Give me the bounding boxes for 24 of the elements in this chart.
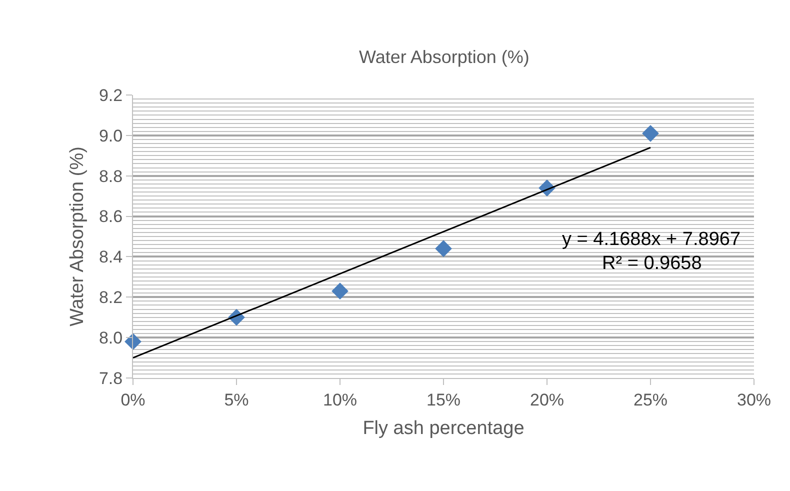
y-tick-label: 8.8	[98, 166, 123, 186]
x-tick-label: 0%	[120, 390, 146, 410]
chart-title: Water Absorption (%)	[359, 47, 530, 67]
x-tick-label: 25%	[633, 390, 668, 410]
x-tick-label: 30%	[736, 390, 772, 410]
x-tick-label: 5%	[224, 390, 249, 410]
y-tick-label: 8.6	[98, 207, 123, 226]
y-tick-label: 8.4	[98, 248, 123, 267]
y-tick-label: 9.0	[98, 126, 123, 146]
x-tick-label: 10%	[322, 390, 358, 410]
x-tick-label: 15%	[426, 390, 461, 410]
annotation: R² = 0.9658	[602, 253, 702, 274]
point	[435, 240, 452, 258]
x-tick-label: 20%	[530, 390, 564, 410]
y-axis-title: Water Absorption (%)	[66, 146, 88, 326]
y-tick-label: 8.2	[98, 288, 123, 308]
annotation: y = 4.1688x + 7.8967	[562, 229, 741, 250]
point	[332, 282, 348, 300]
y-tick-label: 9.2	[98, 86, 123, 105]
y-tick-label: 7.8	[98, 368, 123, 388]
y-tick-label: 8.0	[98, 328, 123, 348]
point	[642, 124, 659, 142]
x-axis-title: Fly ash percentage	[362, 418, 524, 440]
point	[124, 333, 142, 350]
